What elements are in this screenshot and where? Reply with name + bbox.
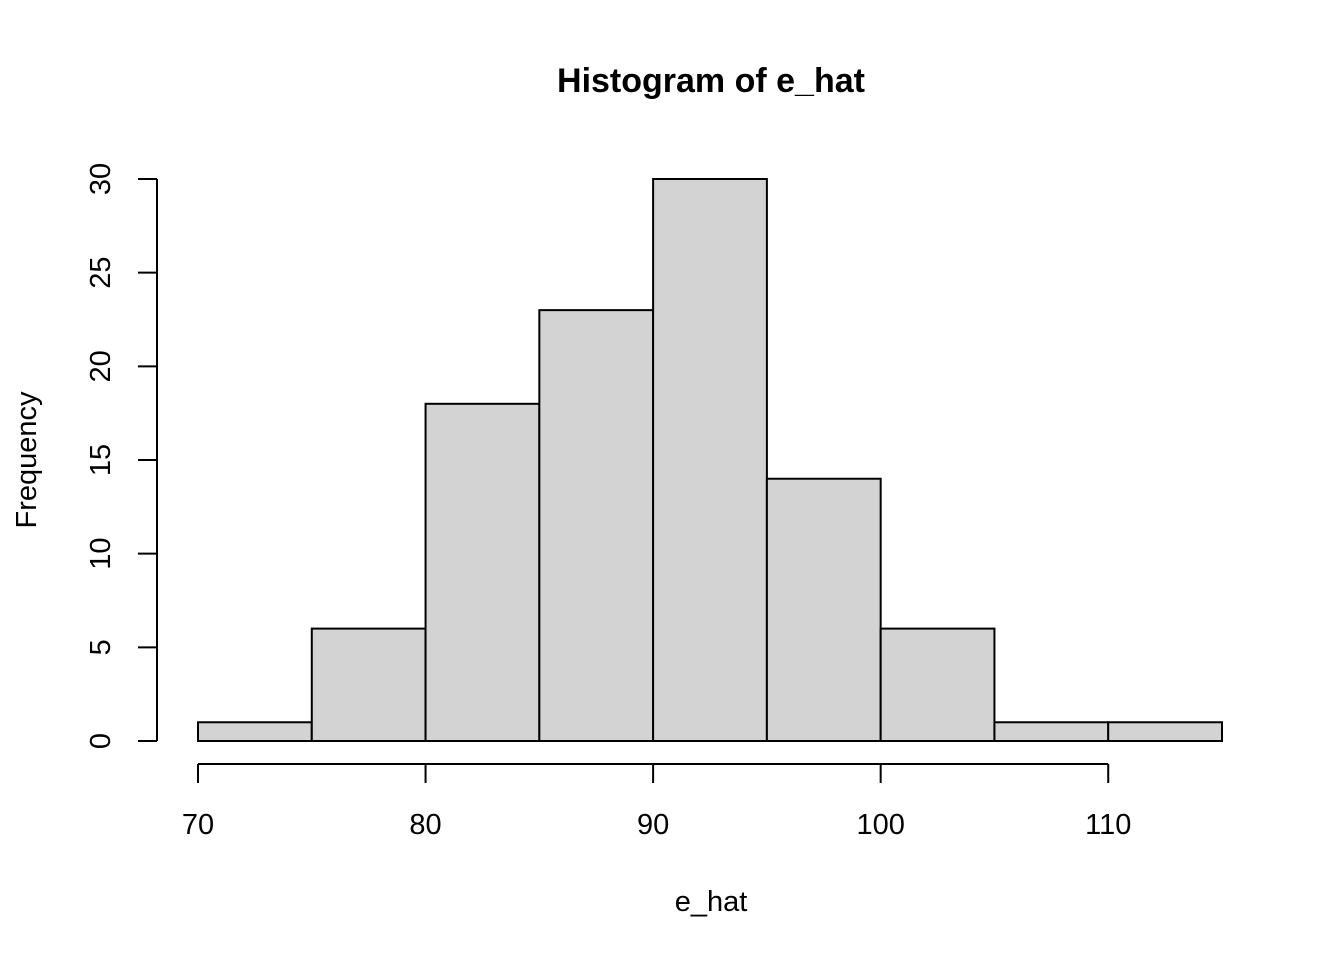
histogram-bar — [538, 309, 655, 742]
histogram-bar — [879, 627, 996, 742]
bars-group — [197, 178, 1223, 742]
histogram-bar — [424, 402, 541, 742]
histogram-bar — [1107, 721, 1223, 742]
y-axis-label: Frequency — [11, 391, 43, 529]
histogram-bar — [993, 721, 1110, 742]
x-tick-label: 100 — [856, 809, 904, 841]
y-tick-label: 10 — [85, 538, 117, 570]
y-tick-label: 30 — [85, 163, 117, 195]
y-axis: 0 5 10 15 20 25 30 — [85, 163, 158, 749]
x-axis-label: e_hat — [675, 886, 748, 918]
y-tick-label: 5 — [85, 639, 117, 655]
x-tick-label: 80 — [409, 809, 441, 841]
histogram-bar — [310, 627, 427, 742]
x-axis: 70 80 90 100 110 — [182, 763, 1131, 841]
x-tick-label: 90 — [637, 809, 669, 841]
x-tick-label: 110 — [1085, 809, 1131, 841]
y-tick-label: 20 — [85, 350, 117, 382]
y-tick-label: 0 — [85, 733, 117, 749]
histogram-bar — [197, 721, 313, 742]
y-tick-label: 15 — [85, 444, 117, 476]
chart-title: Histogram of e_hat — [557, 62, 865, 100]
x-tick-label: 70 — [182, 809, 214, 841]
histogram-bar — [765, 477, 882, 742]
y-tick-label: 25 — [85, 257, 117, 289]
histogram-bar — [652, 178, 768, 742]
